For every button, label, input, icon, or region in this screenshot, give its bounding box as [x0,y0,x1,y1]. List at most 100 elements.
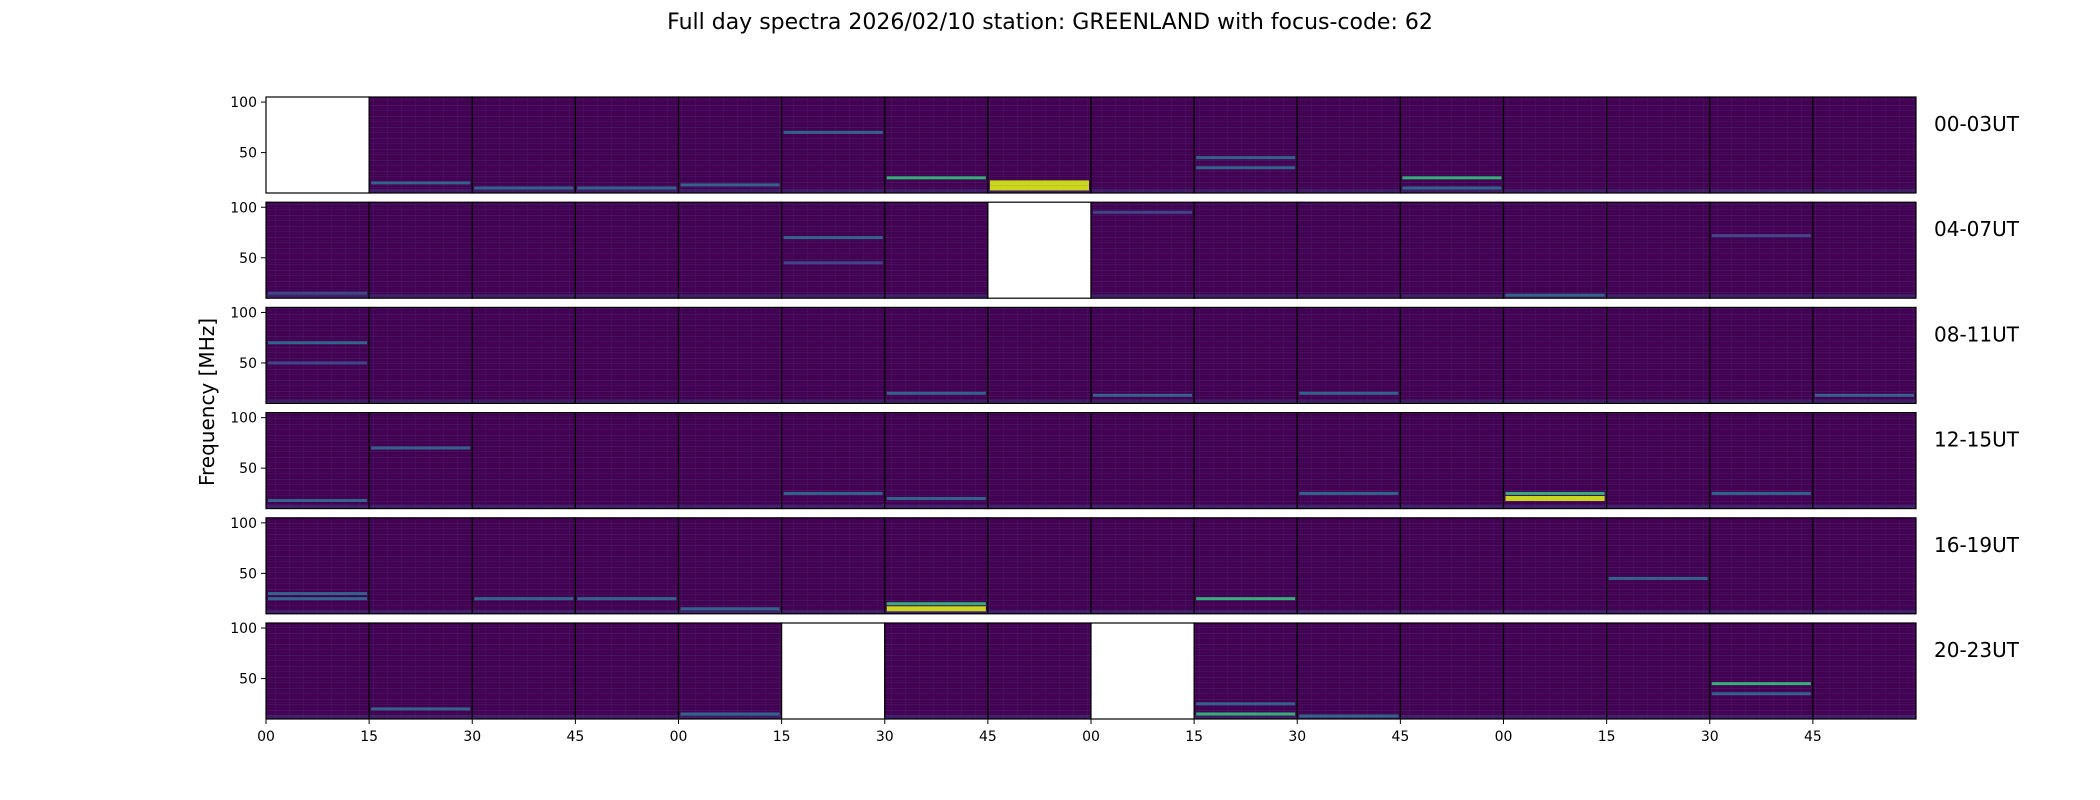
panel-background [1400,517,1504,614]
panel-background [575,307,679,404]
spectrum-panel [368,622,473,720]
spectra-row: 100 50 12-15UT [230,411,2020,510]
noise-floor-band [1812,188,1916,193]
noise-floor-band [781,188,885,193]
panel-background [1091,517,1195,614]
panel-background [1297,202,1401,299]
panel-background [1091,97,1195,193]
spectrum-panel [1399,517,1505,615]
noise-floor-band [1503,399,1607,404]
emission-band [577,186,677,190]
emission-band [268,291,368,295]
emission-band [268,361,368,365]
spectrum-panel [1606,96,1711,194]
noise-floor-band [266,399,370,404]
spectrum-panel [1709,622,1814,720]
emission-band [1505,495,1605,501]
row-time-label: 00-03UT [1934,112,2020,136]
noise-floor-band [678,294,782,299]
panel-background [1091,412,1195,509]
noise-floor-band [987,504,1091,509]
noise-floor-band [1812,504,1916,509]
spectrum-panel [884,306,989,404]
panel-background [1503,202,1607,299]
spectrum-panel [1193,306,1298,404]
noise-floor-band [1709,609,1813,614]
panel-background [1194,202,1298,299]
noise-floor-band [472,714,576,719]
noise-floor-band [1606,504,1710,509]
emission-band [1196,156,1296,160]
panel-background [1606,97,1710,193]
panel-background [1606,412,1710,509]
spectrum-panel [1296,517,1401,615]
panel-background [472,97,576,193]
noise-floor-band [472,504,576,509]
panel-background [369,97,473,193]
x-tick-label: 15 [1185,729,1203,745]
spectrum-panel [987,412,1092,510]
panel-frame [1812,412,1917,510]
noise-floor-band [884,399,988,404]
row-time-label: 20-23UT [1934,638,2020,662]
spectrum-panel [574,622,680,720]
panel-background [678,307,782,404]
noise-floor-band [1297,399,1401,404]
noise-floor-band [987,188,1091,193]
panel-background [987,97,1091,193]
noise-floor-band [1812,714,1916,719]
spectrum-panel [1709,517,1814,615]
noise-floor-band [678,504,782,509]
spectrum-panel [1606,412,1711,510]
emission-band [268,592,368,596]
emission-band [1402,176,1502,180]
noise-floor-band [575,504,679,509]
noise-floor-band [987,609,1091,614]
noise-floor-band [1194,504,1298,509]
x-tick-label: 45 [1804,729,1822,745]
panel-background [369,517,473,614]
panel-background [678,97,782,193]
panel-frame [1812,517,1917,615]
emission-band [268,341,368,345]
spectrum-panel [574,201,680,299]
emission-band [886,176,986,180]
noise-floor-band [678,714,782,719]
spectrum-panel [471,622,576,720]
panel-background [884,202,988,299]
spectrum-panel [1812,96,1917,194]
panel-background [1297,517,1401,614]
panel-background [1400,202,1504,299]
spectrum-panel [1502,306,1608,404]
emission-band [474,186,574,190]
noise-floor-band [1091,609,1195,614]
spectrum-panel [1296,201,1401,299]
panel-background [1091,202,1195,299]
spectrum-panel [1606,201,1711,299]
emission-band [371,181,471,185]
panel-background [987,202,1091,299]
emission-band [783,261,883,265]
spectrum-panel [368,306,473,404]
noise-floor-band [1606,714,1710,719]
spectrum-panel [781,201,886,299]
noise-floor-band [1400,504,1504,509]
panel-background [1297,623,1401,719]
panel-background [266,202,370,299]
y-tick-label: 50 [239,461,257,477]
noise-floor-band [1091,188,1195,193]
panel-frame [1812,622,1917,720]
emission-band [371,707,471,711]
noise-floor-band [987,714,1091,719]
spectrum-panel [987,517,1092,615]
panel-background [369,202,473,299]
emission-band [680,183,780,187]
noise-floor-band [1503,504,1607,509]
spectrum-panel [677,412,783,510]
emission-band [886,606,986,612]
x-tick-label: 00 [670,729,688,745]
spectrum-panel [1502,96,1608,194]
panel-background [369,623,473,719]
noise-floor-band [266,609,370,614]
spectrum-panel [1296,622,1401,720]
